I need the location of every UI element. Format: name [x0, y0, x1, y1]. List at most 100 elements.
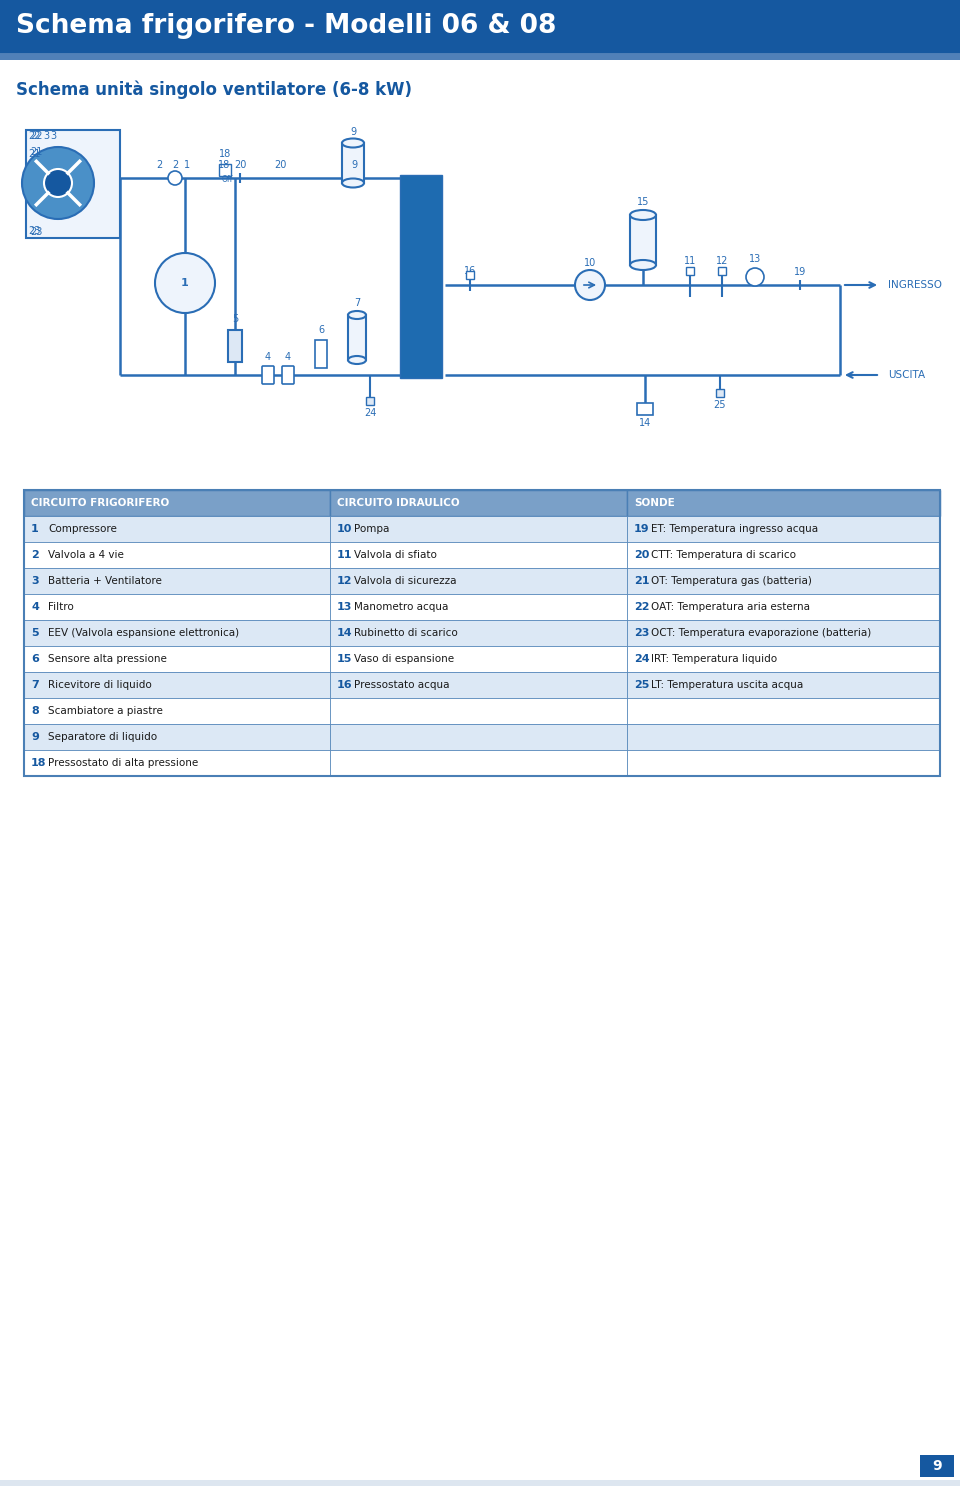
- Text: Filtro: Filtro: [48, 602, 74, 612]
- Text: 1: 1: [31, 525, 38, 533]
- Text: SONDE: SONDE: [634, 498, 675, 508]
- Text: 3: 3: [50, 131, 56, 141]
- Text: Valvola a 4 vie: Valvola a 4 vie: [48, 550, 124, 560]
- Text: 12: 12: [337, 577, 352, 585]
- Text: 9: 9: [31, 733, 38, 742]
- Text: CIRCUITO FRIGORIFERO: CIRCUITO FRIGORIFERO: [31, 498, 169, 508]
- Text: 20: 20: [634, 550, 649, 560]
- Circle shape: [155, 253, 215, 314]
- Text: LT: Temperatura uscita acqua: LT: Temperatura uscita acqua: [651, 681, 804, 690]
- Text: Manometro acqua: Manometro acqua: [354, 602, 448, 612]
- Text: Ricevitore di liquido: Ricevitore di liquido: [48, 681, 152, 690]
- Bar: [348, 315, 366, 360]
- Text: Pressostato acqua: Pressostato acqua: [354, 681, 449, 690]
- Text: 4: 4: [31, 602, 38, 612]
- Text: 22: 22: [28, 131, 40, 141]
- Text: Batteria + Ventilatore: Batteria + Ventilatore: [48, 577, 162, 585]
- Bar: [627, 672, 940, 698]
- Text: EEV (Valvola espansione elettronica): EEV (Valvola espansione elettronica): [48, 629, 239, 637]
- Text: Compressore: Compressore: [48, 525, 117, 533]
- Text: 15: 15: [337, 654, 352, 664]
- Bar: [330, 620, 627, 646]
- Bar: [24, 646, 330, 672]
- Circle shape: [44, 169, 72, 198]
- Ellipse shape: [342, 138, 364, 147]
- Ellipse shape: [630, 210, 656, 220]
- Text: Valvola di sicurezza: Valvola di sicurezza: [354, 577, 457, 585]
- Text: ET: Temperatura ingresso acqua: ET: Temperatura ingresso acqua: [651, 525, 818, 533]
- Text: 1: 1: [181, 278, 189, 288]
- Bar: [627, 750, 940, 776]
- Text: 6: 6: [318, 325, 324, 334]
- Bar: [400, 175, 442, 377]
- Text: INGRESSO: INGRESSO: [888, 279, 942, 290]
- Text: 22: 22: [30, 131, 42, 141]
- Bar: [627, 620, 940, 646]
- Text: 23: 23: [30, 227, 42, 236]
- Text: 21: 21: [28, 149, 40, 159]
- Text: 23: 23: [28, 226, 40, 236]
- Text: CTT: Temperatura di scarico: CTT: Temperatura di scarico: [651, 550, 796, 560]
- Bar: [920, 1455, 954, 1477]
- Bar: [627, 724, 940, 750]
- Text: 22: 22: [634, 602, 650, 612]
- Text: 8: 8: [31, 706, 38, 716]
- Bar: [342, 143, 364, 183]
- Text: 13: 13: [749, 254, 761, 265]
- Bar: [630, 215, 656, 265]
- Bar: [26, 129, 120, 238]
- Text: 2: 2: [156, 160, 162, 169]
- Bar: [330, 594, 627, 620]
- Bar: [24, 620, 330, 646]
- Text: 18: 18: [218, 160, 230, 169]
- Text: 5: 5: [232, 314, 238, 324]
- Text: 23: 23: [634, 629, 649, 637]
- Bar: [24, 542, 330, 568]
- Bar: [686, 267, 694, 275]
- Text: USCITA: USCITA: [888, 370, 925, 380]
- Text: Schema unità singolo ventilatore (6-8 kW): Schema unità singolo ventilatore (6-8 kW…: [16, 80, 412, 100]
- Text: 11: 11: [337, 550, 352, 560]
- Bar: [315, 340, 327, 369]
- Text: 19: 19: [634, 525, 650, 533]
- Text: 3: 3: [43, 131, 49, 141]
- Ellipse shape: [348, 311, 366, 319]
- Bar: [627, 698, 940, 724]
- Text: OT: Temperatura gas (batteria): OT: Temperatura gas (batteria): [651, 577, 812, 585]
- Text: 14: 14: [337, 629, 352, 637]
- Text: 15: 15: [636, 198, 649, 207]
- Text: 18: 18: [219, 149, 231, 159]
- Text: 4: 4: [285, 352, 291, 363]
- Text: 20: 20: [234, 160, 246, 169]
- Bar: [24, 724, 330, 750]
- Text: Pressostato di alta pressione: Pressostato di alta pressione: [48, 758, 199, 768]
- Bar: [24, 490, 940, 776]
- Bar: [330, 750, 627, 776]
- Bar: [24, 750, 330, 776]
- Bar: [627, 516, 940, 542]
- Text: IRT: Temperatura liquido: IRT: Temperatura liquido: [651, 654, 778, 664]
- Text: Scambiatore a piastre: Scambiatore a piastre: [48, 706, 163, 716]
- Text: 9: 9: [932, 1459, 942, 1473]
- Text: 2: 2: [31, 550, 38, 560]
- Bar: [330, 516, 627, 542]
- Text: Valvola di sfiato: Valvola di sfiato: [354, 550, 437, 560]
- Text: 24: 24: [364, 409, 376, 418]
- Circle shape: [22, 147, 94, 218]
- Bar: [718, 267, 726, 275]
- Text: 10: 10: [584, 259, 596, 267]
- Text: 21: 21: [634, 577, 650, 585]
- Bar: [466, 270, 474, 279]
- Text: 3: 3: [31, 577, 38, 585]
- Bar: [716, 389, 724, 397]
- Bar: [24, 568, 330, 594]
- Bar: [24, 594, 330, 620]
- Bar: [330, 568, 627, 594]
- Text: 18: 18: [31, 758, 46, 768]
- Text: Sensore alta pressione: Sensore alta pressione: [48, 654, 167, 664]
- Text: 9: 9: [351, 160, 357, 169]
- Bar: [24, 490, 330, 516]
- Text: Rubinetto di scarico: Rubinetto di scarico: [354, 629, 458, 637]
- Bar: [330, 542, 627, 568]
- Bar: [330, 698, 627, 724]
